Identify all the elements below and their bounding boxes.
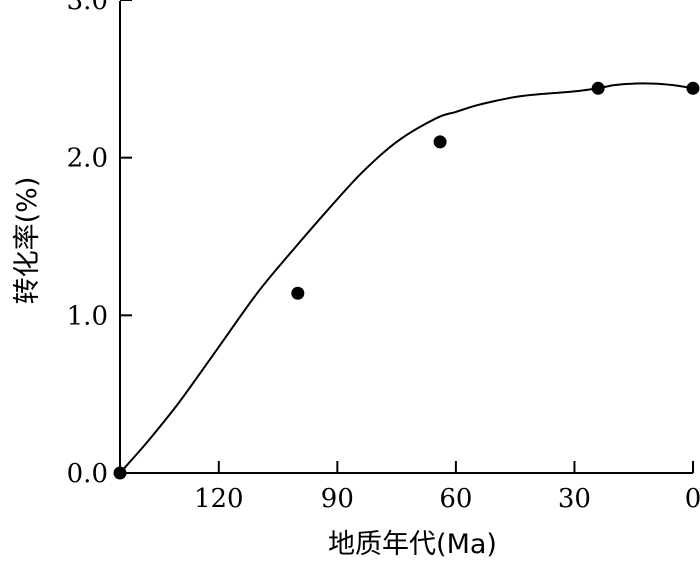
data-point (686, 81, 700, 95)
x-tick-label: 60 (439, 484, 472, 514)
y-axis-title: 转化率(%) (12, 177, 43, 305)
x-axis-title: 地质年代(Ma) (328, 529, 497, 560)
series-markers (113, 81, 700, 480)
x-ticks: 120 90 60 30 0 (194, 461, 700, 514)
data-point (113, 466, 127, 480)
data-point (433, 135, 447, 149)
x-tick-label: 120 (194, 484, 244, 514)
y-tick-label: 2.0 (67, 144, 108, 174)
x-tick-label: 0 (685, 484, 700, 514)
data-point (291, 286, 305, 300)
y-tick-label: 1.0 (67, 301, 108, 331)
data-point (591, 81, 605, 95)
y-tick-label: 0.0 (67, 459, 108, 489)
y-ticks: 0.0 1.0 2.0 3.0 (67, 0, 132, 489)
x-tick-label: 30 (558, 484, 591, 514)
y-tick-label: 3.0 (67, 0, 108, 16)
axes (119, 1, 693, 474)
x-tick-label: 90 (321, 484, 354, 514)
series-line (119, 82, 694, 474)
